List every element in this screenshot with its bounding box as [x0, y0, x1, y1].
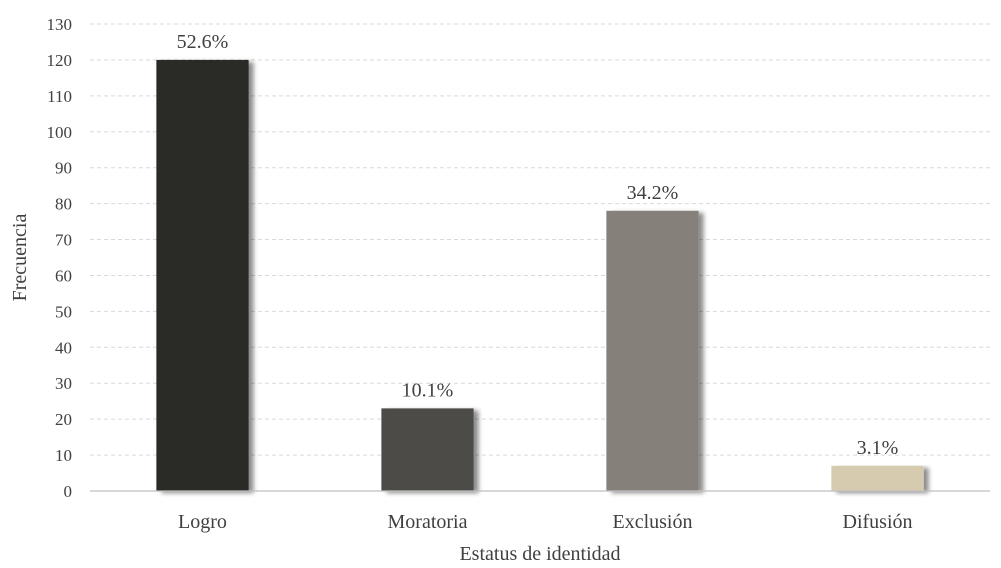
y-tick-label: 30	[55, 374, 72, 393]
bar-data-label: 10.1%	[402, 379, 454, 401]
bar-data-label: 3.1%	[857, 437, 899, 459]
y-tick-label: 10	[55, 446, 72, 465]
data-labels: 52.6% 10.1% 34.2% 3.1%	[177, 31, 899, 459]
y-tick-label: 50	[55, 302, 72, 321]
x-category-label: Logro	[178, 511, 227, 533]
bar-data-label: 52.6%	[177, 31, 229, 53]
y-tick-label: 70	[55, 231, 72, 250]
y-tick-label: 40	[55, 338, 72, 357]
bar	[381, 408, 474, 491]
x-axis-title: Estatus de identidad	[459, 543, 620, 565]
y-tick-label: 120	[47, 51, 73, 70]
bar	[156, 59, 249, 492]
bars	[156, 59, 924, 492]
y-tick-label: 0	[64, 482, 73, 501]
bar-data-label: 34.2%	[627, 182, 679, 204]
y-tick-label: 80	[55, 195, 72, 214]
bar	[831, 465, 924, 491]
y-tick-label: 130	[47, 15, 73, 34]
x-category-label: Difusión	[843, 511, 913, 533]
bar	[606, 210, 699, 492]
y-axis-ticks: 0 10 20 30 40 50 60 70 80 90 100 110 120 130	[47, 15, 73, 501]
y-tick-label: 20	[55, 410, 72, 429]
y-tick-label: 90	[55, 159, 72, 178]
y-axis-title: Frecuencia	[9, 214, 31, 302]
y-tick-label: 60	[55, 266, 72, 285]
y-tick-label: 100	[47, 123, 73, 142]
x-axis-categories: Logro Moratoria Exclusión Difusión	[178, 511, 912, 533]
x-category-label: Moratoria	[388, 511, 468, 533]
y-tick-label: 110	[47, 87, 72, 106]
x-category-label: Exclusión	[613, 511, 693, 533]
